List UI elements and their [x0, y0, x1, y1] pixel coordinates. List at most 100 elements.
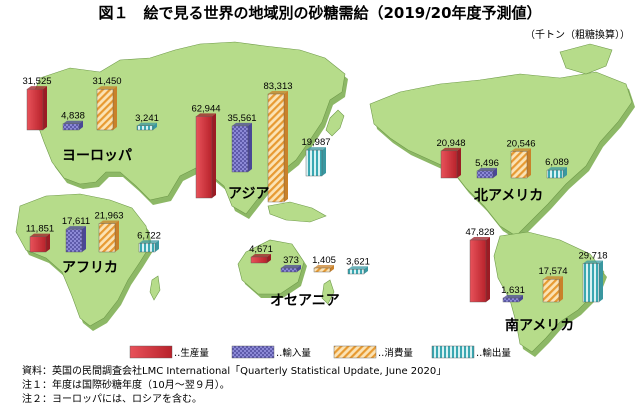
value-label-asia-consumption: 83,313	[263, 81, 292, 92]
bar-front-north_america-imports	[476, 170, 494, 179]
bar-side-europe-consumption	[113, 86, 117, 130]
value-label-south_america-consumption: 17,574	[538, 266, 567, 277]
region-label-asia: アジア	[228, 186, 269, 202]
bar-top-south_america-production	[470, 236, 490, 240]
bar-side-asia-production	[212, 113, 216, 198]
value-label-europe-exports: 3,241	[135, 113, 159, 124]
bar-side-south_america-production	[486, 236, 490, 302]
value-label-oceania-production: 4,671	[249, 244, 273, 255]
bar-south_america-imports: 1,631	[501, 285, 525, 303]
value-label-oceania-exports: 3,621	[346, 256, 370, 267]
value-label-south_america-exports: 29,718	[578, 250, 607, 261]
bar-side-europe-production	[43, 86, 47, 130]
bar-south_america-production: 47,828	[465, 227, 495, 303]
legend-label-production: ‥生産量	[174, 347, 209, 359]
bar-front-south_america-imports	[502, 297, 520, 303]
value-label-europe-imports: 4,838	[61, 111, 85, 122]
bar-africa-imports: 17,611	[62, 216, 90, 253]
bar-front-oceania-consumption	[313, 267, 331, 273]
bar-top-africa-exports	[139, 240, 159, 244]
value-label-europe-consumption: 31,450	[92, 76, 121, 87]
bar-front-europe-imports	[62, 123, 80, 131]
legend-label-consumption: ‥消費量	[378, 347, 413, 359]
bar-side-europe-exports	[153, 122, 157, 130]
bar-side-oceania-production	[267, 253, 271, 263]
bar-side-south_america-exports	[599, 260, 603, 302]
bar-front-north_america-production	[440, 150, 458, 179]
value-label-north_america-imports: 5,496	[475, 158, 499, 169]
value-label-africa-consumption: 21,963	[94, 211, 123, 222]
bar-front-europe-exports	[136, 125, 154, 131]
bar-front-north_america-consumption	[510, 151, 528, 179]
bar-top-oceania-imports	[281, 265, 301, 268]
value-label-africa-production: 11,851	[26, 224, 54, 235]
bar-side-europe-imports	[79, 120, 83, 130]
australia-landmass	[237, 239, 305, 295]
legend-swatch-production	[129, 345, 173, 359]
bar-top-asia-exports	[306, 147, 326, 151]
bar-south_america-exports: 29,718	[578, 250, 608, 303]
value-label-asia-production: 62,944	[191, 103, 220, 114]
bar-side-north_america-consumption	[527, 148, 531, 178]
bar-side-south_america-consumption	[559, 276, 563, 302]
bar-side-north_america-exports	[563, 167, 567, 178]
value-label-south_america-production: 47,828	[465, 227, 494, 238]
value-label-asia-exports: 19,987	[301, 137, 330, 148]
bar-top-asia-consumption	[268, 91, 288, 94]
japan-landmass	[325, 109, 345, 137]
value-label-asia-imports: 35,561	[227, 113, 256, 124]
bar-oceania-consumption: 1,405	[312, 255, 336, 273]
bar-top-north_america-consumption	[511, 148, 531, 152]
new-zealand-landmass	[321, 279, 335, 305]
value-label-north_america-consumption: 20,546	[506, 138, 535, 149]
legend-swatch-consumption	[333, 345, 377, 359]
sea-islands-landmass	[267, 201, 327, 223]
bar-side-north_america-production	[457, 147, 461, 178]
bar-front-oceania-imports	[280, 267, 298, 273]
bar-top-asia-imports	[232, 122, 252, 126]
bar-top-africa-consumption	[99, 220, 119, 224]
bar-top-south_america-exports	[583, 260, 603, 264]
bar-side-africa-production	[46, 233, 50, 252]
bar-top-north_america-production	[441, 147, 461, 151]
bar-top-oceania-consumption	[314, 265, 334, 268]
bar-side-asia-consumption	[284, 91, 288, 202]
unit-label: （千トン（粗糖換算））	[525, 28, 630, 41]
bar-top-oceania-exports	[348, 266, 368, 270]
source-note: 資料：英国の民間調査会社LMC International「Quarterly …	[22, 364, 446, 377]
bar-south_america-consumption: 17,574	[538, 266, 568, 303]
bar-asia-exports: 19,987	[301, 137, 331, 177]
legend-label-exports: ‥輸出量	[476, 347, 511, 359]
legend-label-imports: ‥輸入量	[276, 347, 311, 359]
value-label-oceania-consumption: 1,405	[312, 255, 336, 266]
bar-front-south_america-exports	[582, 263, 600, 303]
bar-side-south_america-imports	[519, 295, 523, 302]
bar-front-asia-imports	[231, 125, 249, 173]
bar-front-north_america-exports	[546, 169, 564, 179]
region-label-south_america: 南アメリカ	[505, 317, 574, 334]
bar-top-europe-imports	[63, 120, 83, 124]
bar-top-europe-production	[27, 86, 47, 90]
bar-side-africa-consumption	[115, 220, 119, 252]
chart-title: 図１ 絵で見る世界の地域別の砂糖需給（2019/20年度予測値）	[98, 4, 541, 22]
bar-top-south_america-imports	[503, 295, 523, 298]
bar-top-europe-exports	[137, 122, 157, 126]
madagascar-landmass	[149, 275, 161, 301]
bar-front-africa-exports	[138, 243, 156, 253]
bar-side-north_america-imports	[493, 167, 497, 178]
bar-africa-exports: 6,722	[137, 230, 161, 253]
bar-top-north_america-exports	[547, 167, 567, 171]
bar-north_america-consumption: 20,546	[506, 138, 536, 179]
bar-europe-imports: 4,838	[61, 111, 85, 131]
bar-layer: 31,525 4,838 31,450 3,241 62,944 35,561 83,313…	[22, 76, 608, 303]
region-label-europe: ヨーロッパ	[62, 148, 132, 164]
bar-asia-production: 62,944	[191, 103, 221, 199]
bar-front-asia-exports	[305, 149, 323, 177]
value-label-north_america-exports: 6,089	[545, 157, 569, 168]
bar-europe-production: 31,525	[22, 76, 52, 131]
greenland-landmass	[559, 43, 613, 75]
bar-top-africa-production	[30, 233, 50, 237]
bar-side-oceania-consumption	[330, 265, 334, 272]
